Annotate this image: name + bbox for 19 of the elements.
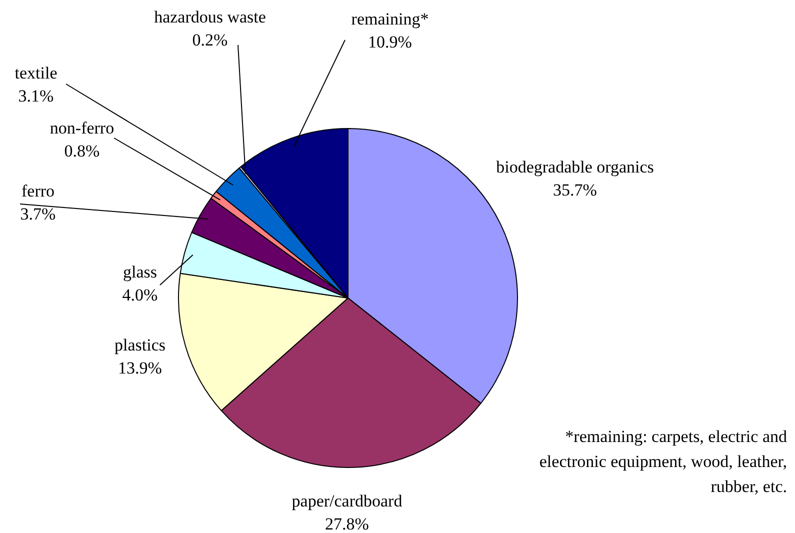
slice-label: non-ferro <box>50 118 114 138</box>
data-label: 3.7% <box>20 204 56 224</box>
slice-label: ferro <box>21 181 55 200</box>
data-label: 10.9% <box>368 32 412 52</box>
slice-label: textile <box>14 63 58 82</box>
slice-label: remaining* <box>351 9 429 28</box>
slice-label: hazardous waste <box>154 7 266 26</box>
text: *remaining: carpets, electric and electronic equipment, wood, leather, rubber, etc. <box>538 426 787 498</box>
data-label: 4.0% <box>122 285 158 304</box>
data-label: 35.7% <box>553 180 597 200</box>
data-label: 27.8% <box>325 514 369 533</box>
slice-label: biodegradable organics <box>496 157 654 176</box>
data-label: 13.9% <box>118 358 162 378</box>
data-label: 0.8% <box>64 141 100 160</box>
slice-label: glass <box>123 262 157 282</box>
slice-label: plastics <box>114 335 166 354</box>
data-label: 3.1% <box>18 86 54 106</box>
slice-label: paper/cardboard <box>292 491 403 510</box>
data-label: 0.2% <box>192 30 228 50</box>
